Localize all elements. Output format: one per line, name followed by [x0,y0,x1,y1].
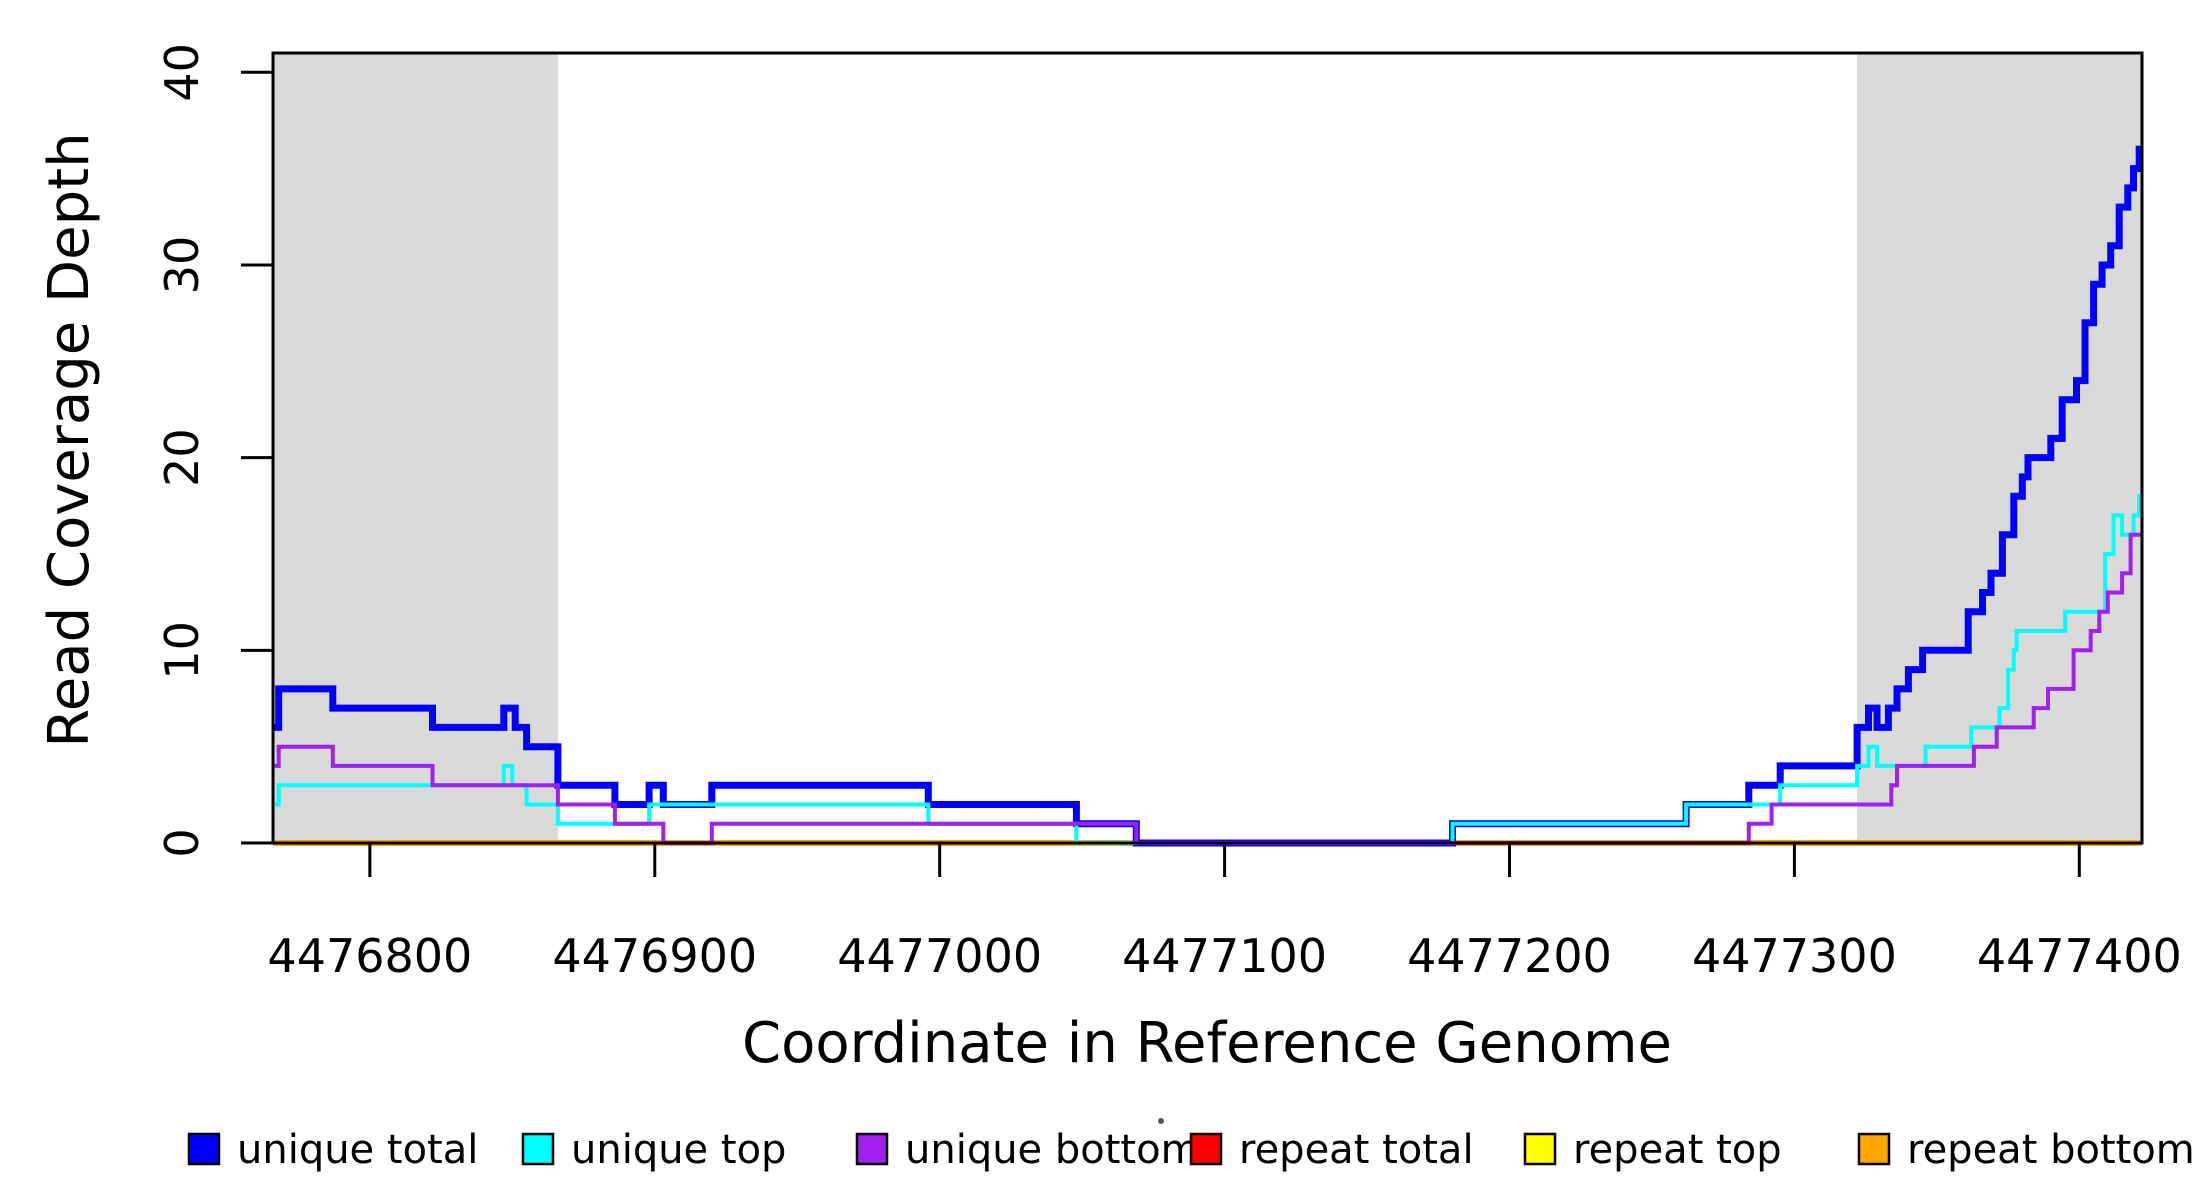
legend-item-label: unique bottom [905,1127,1200,1173]
x-tick-label: 4477200 [1407,929,1612,983]
legend-item-label: unique total [237,1127,478,1173]
legend-item-label: unique top [571,1127,786,1173]
x-tick-label: 4477300 [1692,929,1897,983]
legend-swatch [1857,1132,1891,1166]
series-unique-top [273,494,2142,845]
x-axis-label: Coordinate in Reference Genome [742,1011,1672,1076]
legend-item-unique-total: unique total [187,1127,478,1173]
legend-item-unique-top: unique top [521,1127,786,1173]
series-unique-bottom [273,532,2142,845]
x-tick-label: 4477400 [1977,929,2182,983]
legend-swatch [1523,1132,1557,1166]
y-axis-label: Read Coverage Depth [37,132,102,747]
artifact-dot [1158,1118,1164,1124]
plot-frame [271,51,2144,845]
legend-swatch [855,1132,889,1166]
legend-item-repeat-top: repeat top [1523,1127,1782,1173]
legend-item-label: repeat total [1239,1127,1474,1173]
y-tick-label: 20 [155,428,209,487]
legend-swatch [1189,1132,1223,1166]
legend-swatch [521,1132,555,1166]
x-axis: 4476800 4476900 4477000 4477100 4477200 44773… [267,843,2182,983]
legend-item-label: repeat bottom [1907,1127,2195,1173]
legend-item-label: repeat top [1573,1127,1782,1173]
legend-swatch [187,1132,221,1166]
legend-item-repeat-bottom: repeat bottom [1857,1127,2195,1173]
x-tick-label: 4477100 [1122,929,1327,983]
legend: unique total unique top unique bottom repea… [187,1118,2195,1173]
x-tick-label: 4476800 [267,929,472,983]
y-tick-label: 40 [155,43,209,102]
y-axis: 0 10 20 30 40 [155,43,273,858]
series-unique-total [273,145,2143,847]
y-tick-label: 30 [155,236,209,295]
x-tick-label: 4476900 [552,929,757,983]
shaded-regions [273,53,2142,843]
plot-border [271,51,2144,845]
x-tick-label: 4477000 [837,929,1042,983]
y-tick-label: 10 [155,621,209,680]
y-tick-label: 0 [155,828,209,857]
legend-item-unique-bottom: unique bottom [855,1127,1200,1173]
legend-item-repeat-total: repeat total [1189,1127,1474,1173]
